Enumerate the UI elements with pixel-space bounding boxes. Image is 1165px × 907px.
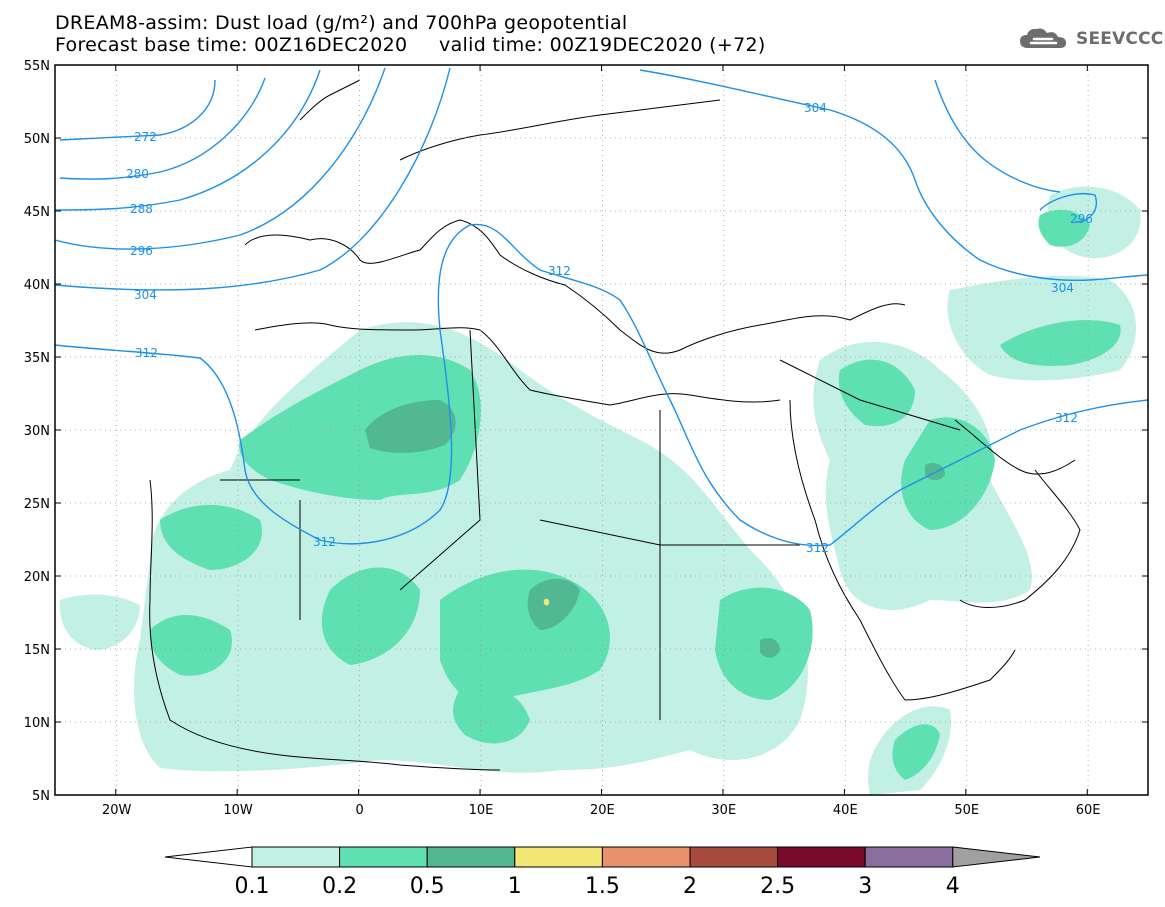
contour-label: 312: [135, 346, 158, 360]
contour-label: 312: [806, 541, 829, 555]
chart-title-line-1: DREAM8-assim: Dust load (g/m²) and 700hP…: [55, 12, 628, 34]
geopotential-contours: [55, 67, 1148, 547]
lon-tick-label: 60E: [1076, 803, 1101, 818]
lon-tick-label: 30E: [711, 803, 736, 818]
colorbar-bin: [689, 846, 779, 868]
lon-tick-label: 40E: [833, 803, 858, 818]
latitude-labels: 55N 50N 45N 40N 35N 30N 25N 20N 15N 10N …: [24, 59, 50, 804]
longitude-labels: 20W 10W 0 10E 20E 30E 40E 50E 60E: [102, 803, 1100, 818]
colorbar-bin: [601, 846, 691, 868]
colorbar-bin: [864, 846, 954, 868]
lat-tick-label: 10N: [24, 716, 50, 731]
lat-tick-label: 55N: [24, 59, 50, 74]
colorbar-label: 0.5: [410, 874, 445, 899]
dust-shading-dark: [365, 400, 945, 658]
seevccc-logo: SEEVCCC: [1018, 26, 1163, 52]
lat-tick-label: 40N: [24, 278, 50, 293]
logo-text: SEEVCCC: [1076, 29, 1164, 49]
lat-tick-label: 30N: [24, 424, 50, 439]
contour-labels: 272 280 288 296 304 312 312 312 312 312 …: [126, 101, 1093, 555]
contour-label: 304: [134, 288, 157, 302]
lat-tick-label: 20N: [24, 570, 50, 585]
contour-label: 296: [130, 244, 153, 258]
colorbar-label: 0.2: [322, 874, 357, 899]
contour-label: 312: [548, 264, 571, 278]
colorbar-under-triangle: [164, 846, 253, 868]
lon-tick-label: 10W: [223, 803, 253, 818]
coastlines-and-borders: [149, 79, 1081, 771]
colorbar-bin: [777, 846, 866, 868]
dust-shading-peak: [543, 598, 550, 606]
lat-tick-label: 5N: [32, 789, 50, 804]
contour-label: 312: [313, 535, 336, 549]
contour-label: 272: [134, 130, 157, 144]
colorbar-label: 4: [946, 874, 960, 899]
contour-label: 312: [1055, 411, 1078, 425]
colorbar: 0.1 0.2 0.5 1 1.5 2 2.5 3 4: [164, 846, 1041, 899]
map-area: [55, 65, 1148, 795]
colorbar-label: 0.1: [235, 874, 270, 899]
contour-label: 280: [126, 167, 149, 181]
colorbar-label: 1.5: [585, 874, 620, 899]
colorbar-label: 2: [683, 874, 697, 899]
contour-label: 304: [804, 101, 827, 115]
lat-tick-label: 35N: [24, 351, 50, 366]
contour-label: 296: [1070, 212, 1093, 226]
axis-ticks: [55, 64, 1148, 796]
cloud-logo-icon: [1020, 28, 1066, 48]
lon-tick-label: 20E: [590, 803, 615, 818]
lat-tick-label: 25N: [24, 497, 50, 512]
colorbar-label: 3: [858, 874, 872, 899]
colorbar-bin: [339, 846, 428, 868]
colorbar-label: 1: [508, 874, 522, 899]
lon-tick-label: 20W: [102, 803, 132, 818]
chart-title-line-2: Forecast base time: 00Z16DEC2020 valid t…: [55, 34, 766, 56]
lon-tick-label: 0: [355, 803, 363, 818]
lat-tick-label: 45N: [24, 205, 50, 220]
lat-tick-label: 50N: [24, 132, 50, 147]
colorbar-bin: [514, 846, 603, 868]
graticule-grid: [55, 65, 1148, 795]
colorbar-over-triangle: [952, 846, 1041, 868]
lat-tick-label: 15N: [24, 643, 50, 658]
colorbar-bin: [251, 846, 341, 868]
contour-label: 288: [130, 202, 153, 216]
colorbar-label: 2.5: [760, 874, 795, 899]
lon-tick-label: 10E: [469, 803, 494, 818]
colorbar-bin: [426, 846, 516, 868]
lon-tick-label: 50E: [954, 803, 979, 818]
contour-label: 304: [1051, 281, 1074, 295]
